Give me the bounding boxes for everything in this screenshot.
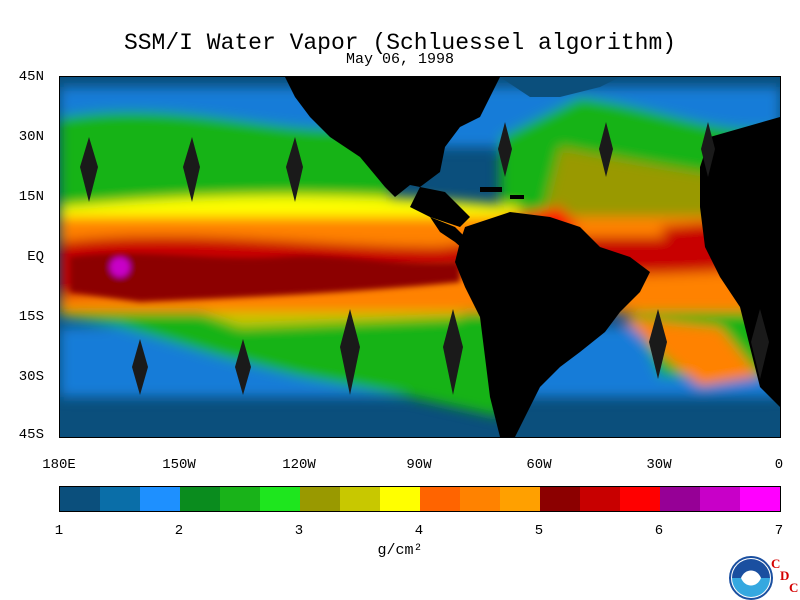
lat-label-30s: 30S bbox=[18, 369, 44, 385]
map-title: SSM/I Water Vapor (Schluessel algorithm) bbox=[123, 30, 677, 56]
map-date: May 06, 1998 bbox=[345, 51, 455, 68]
lat-label-45n: 45N bbox=[18, 69, 44, 85]
colorbar-segment bbox=[700, 487, 740, 511]
colorbar-segment bbox=[540, 487, 580, 511]
colorbar-segment bbox=[740, 487, 780, 511]
lat-label-eq: EQ bbox=[27, 249, 44, 265]
water-vapor-map bbox=[59, 76, 781, 438]
colorbar-tick-3: 3 bbox=[294, 523, 304, 539]
colorbar-tick-6: 6 bbox=[654, 523, 664, 539]
lat-label-30n: 30N bbox=[18, 129, 44, 145]
colorbar-tick-7: 7 bbox=[774, 523, 784, 539]
lon-label-30w: 30W bbox=[646, 457, 672, 473]
lat-label-45s: 45S bbox=[18, 427, 44, 443]
lon-label-120w: 120W bbox=[282, 457, 316, 473]
colorbar-tick-4: 4 bbox=[414, 523, 424, 539]
noaa-logo bbox=[729, 556, 773, 600]
cdc-letter-c1: C bbox=[771, 556, 781, 571]
colorbar-tick-2: 2 bbox=[174, 523, 184, 539]
colorbar-segment bbox=[260, 487, 300, 511]
landmass bbox=[285, 77, 780, 437]
lon-label-90w: 90W bbox=[406, 457, 432, 473]
water-vapor-field bbox=[60, 77, 780, 437]
colorbar-segment bbox=[500, 487, 540, 511]
colorbar-segment bbox=[100, 487, 140, 511]
colorbar-tick-5: 5 bbox=[534, 523, 544, 539]
colorbar bbox=[59, 486, 781, 512]
colorbar-segment bbox=[660, 487, 700, 511]
colorbar-segment bbox=[420, 487, 460, 511]
lon-label-60w: 60W bbox=[526, 457, 552, 473]
lon-label-150w: 150W bbox=[162, 457, 196, 473]
colorbar-segment bbox=[180, 487, 220, 511]
lon-label-0: 0 bbox=[774, 457, 784, 473]
colorbar-segment bbox=[140, 487, 180, 511]
colorbar-segment bbox=[620, 487, 660, 511]
lon-label-180e: 180E bbox=[42, 457, 76, 473]
colorbar-segment bbox=[380, 487, 420, 511]
colorbar-segment bbox=[220, 487, 260, 511]
colorbar-segment bbox=[300, 487, 340, 511]
colorbar-segment bbox=[60, 487, 100, 511]
cdc-letter-c2: C bbox=[789, 580, 799, 595]
cdc-letter-d: D bbox=[780, 568, 790, 583]
colorbar-segment bbox=[340, 487, 380, 511]
colorbar-units: g/cm² bbox=[377, 542, 423, 559]
swath-gaps bbox=[80, 122, 769, 395]
colorbar-tick-1: 1 bbox=[54, 523, 64, 539]
lat-label-15n: 15N bbox=[18, 189, 44, 205]
colorbar-segment bbox=[460, 487, 500, 511]
colorbar-segment bbox=[580, 487, 620, 511]
lat-label-15s: 15S bbox=[18, 309, 44, 325]
